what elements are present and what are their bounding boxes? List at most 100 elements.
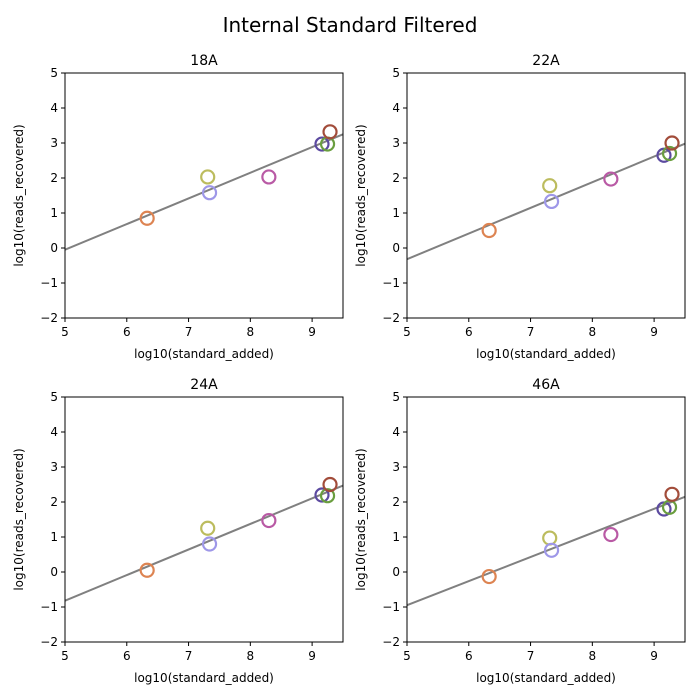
x-axis-label: log10(standard_added) [476, 347, 616, 361]
x-tick-label: 7 [527, 325, 535, 339]
data-point [543, 193, 560, 210]
data-point [201, 536, 218, 552]
y-tick-label: 5 [392, 66, 400, 80]
subplot-22A: 22A 5 6 7 8 9 −2 −1 0 1 2 3 4 5 log10(standard_added) l… [354, 53, 686, 361]
data-point [664, 135, 680, 151]
data-point [201, 185, 218, 201]
data-point [261, 512, 277, 529]
data-point [200, 520, 216, 536]
x-tick-label: 8 [589, 649, 597, 663]
subplot-18A: 18A 5 6 7 8 9 −2 −1 0 1 2 3 4 5 log10(standard_added) l… [12, 53, 344, 361]
y-tick-label: −1 [382, 276, 400, 290]
x-tick-label: 6 [465, 325, 473, 339]
x-tick-label: 6 [123, 325, 131, 339]
data-point [603, 526, 619, 543]
axes-frame [64, 72, 344, 319]
y-tick-label: −2 [40, 311, 58, 325]
x-tick-label: 9 [650, 325, 658, 339]
y-tick-label: 5 [50, 390, 58, 404]
data-point [314, 487, 330, 503]
x-tick-label: 7 [527, 649, 535, 663]
y-tick-label: 1 [392, 206, 400, 220]
data-point [314, 136, 330, 152]
subplot-title: 18A [190, 53, 218, 69]
data-point [319, 488, 336, 504]
x-tick-label: 5 [403, 325, 411, 339]
y-tick-label: 1 [392, 530, 400, 544]
y-tick-label: −1 [40, 276, 58, 290]
axes-frame [406, 396, 686, 643]
y-tick-label: −2 [382, 635, 400, 649]
y-axis-label: log10(reads_recovered) [12, 448, 26, 590]
axes-frame [406, 72, 686, 319]
y-tick-label: 3 [50, 136, 58, 150]
y-tick-label: 5 [50, 66, 58, 80]
data-point [139, 210, 155, 226]
x-tick-label: 5 [61, 325, 69, 339]
data-point [542, 530, 558, 546]
x-tick-label: 9 [650, 649, 658, 663]
x-tick-label: 7 [185, 649, 193, 663]
data-point [543, 542, 560, 558]
y-tick-label: 3 [392, 460, 400, 474]
y-tick-label: 4 [392, 425, 400, 439]
y-axis-label: log10(reads_recovered) [12, 124, 26, 266]
subplot-title: 22A [532, 53, 560, 69]
x-tick-label: 5 [61, 649, 69, 663]
data-point [603, 171, 619, 187]
y-tick-label: 5 [392, 390, 400, 404]
subplot-46A: 46A 5 6 7 8 9 −2 −1 0 1 2 3 4 5 log10(standard_added) l… [354, 377, 686, 685]
y-tick-label: 0 [392, 565, 400, 579]
y-tick-label: 2 [50, 171, 58, 185]
axes-frame [64, 396, 344, 643]
subplot-24A: 24A 5 6 7 8 9 −2 −1 0 1 2 3 4 5 log10(standard_added) l… [12, 377, 344, 685]
data-point [542, 178, 558, 194]
x-tick-label: 9 [308, 325, 316, 339]
x-axis-label: log10(standard_added) [134, 347, 274, 361]
data-point [200, 169, 216, 185]
data-point [261, 169, 277, 185]
x-axis-label: log10(standard_added) [134, 671, 274, 685]
data-point [322, 124, 338, 140]
data-point [481, 222, 497, 239]
y-axis-label: log10(reads_recovered) [354, 448, 368, 590]
y-tick-label: 2 [392, 171, 400, 185]
y-tick-label: 0 [50, 565, 58, 579]
subplot-title: 46A [532, 377, 560, 393]
x-tick-label: 8 [247, 325, 255, 339]
y-tick-label: 4 [392, 101, 400, 115]
data-point [139, 562, 155, 578]
x-tick-label: 9 [308, 649, 316, 663]
y-tick-label: 0 [50, 241, 58, 255]
data-point [661, 145, 678, 162]
y-tick-label: −1 [382, 600, 400, 614]
y-tick-label: 1 [50, 206, 58, 220]
y-tick-label: 2 [50, 495, 58, 509]
y-tick-label: 1 [50, 530, 58, 544]
figure-title: Internal Standard Filtered [223, 13, 478, 37]
y-tick-label: 0 [392, 241, 400, 255]
data-point [664, 486, 680, 502]
x-tick-label: 8 [589, 325, 597, 339]
y-tick-label: 3 [392, 136, 400, 150]
x-tick-label: 5 [403, 649, 411, 663]
x-tick-label: 6 [123, 649, 131, 663]
x-tick-label: 8 [247, 649, 255, 663]
data-point [481, 568, 497, 585]
y-tick-label: 4 [50, 101, 58, 115]
x-tick-label: 6 [465, 649, 473, 663]
x-axis-label: log10(standard_added) [476, 671, 616, 685]
data-point [322, 476, 338, 493]
y-axis-label: log10(reads_recovered) [354, 124, 368, 266]
y-tick-label: 2 [392, 495, 400, 509]
subplot-title: 24A [190, 377, 218, 393]
y-tick-label: 4 [50, 425, 58, 439]
x-tick-label: 7 [185, 325, 193, 339]
y-tick-label: −2 [382, 311, 400, 325]
y-tick-label: −1 [40, 600, 58, 614]
y-tick-label: −2 [40, 635, 58, 649]
y-tick-label: 3 [50, 460, 58, 474]
